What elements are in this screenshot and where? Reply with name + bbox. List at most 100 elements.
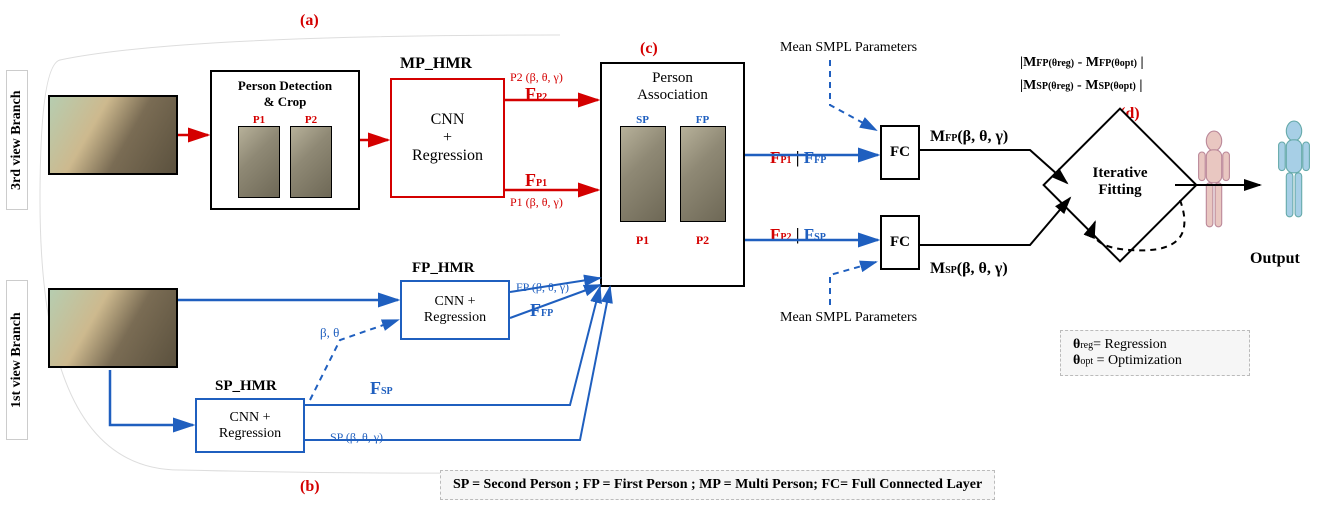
fp-hmr-l1: CNN +	[435, 294, 476, 310]
feat-fp1: FP1	[525, 170, 547, 191]
fp-hmr-title: FP_HMR	[412, 260, 474, 277]
assoc-thumb-sp	[620, 126, 666, 222]
concat2: FP2 | FSP	[770, 225, 826, 245]
first-view-image	[48, 288, 178, 368]
sp-hmr-l1: CNN +	[230, 410, 271, 426]
iterative-fitting-text: Iterative Fitting	[1050, 165, 1190, 199]
l2b: SP(θreg)	[1036, 81, 1073, 92]
tag-b: (b)	[300, 478, 320, 496]
c2b: F	[804, 225, 814, 244]
mesh-figure-pink	[1190, 130, 1238, 240]
detect-crop-thumb-p1	[238, 126, 280, 198]
detect-crop-title2: & Crop	[264, 94, 307, 110]
assoc-p1: P1	[620, 233, 666, 248]
mfp-m: M	[930, 128, 945, 145]
l2c: - M	[1074, 78, 1099, 93]
feat-fp1-main: F	[525, 170, 536, 190]
lt2b: opt	[1080, 356, 1093, 367]
msp-args: (β, θ, γ)	[957, 260, 1008, 277]
c1a: F	[770, 148, 780, 167]
tag-a: (a)	[300, 12, 319, 30]
fit-l2: Fitting	[1050, 182, 1190, 199]
c1b: F	[804, 148, 814, 167]
lt1c: = Regression	[1093, 337, 1167, 352]
param-bt: β, θ	[320, 325, 339, 341]
lt2c: = Optimization	[1093, 353, 1182, 368]
sp-hmr-l2: Regression	[219, 426, 281, 442]
mp-hmr-l2: +	[443, 129, 452, 147]
assoc-thumb-fp	[680, 126, 726, 222]
mp-hmr-l1: CNN	[431, 111, 465, 129]
mfp-label: MFP(β, θ, γ)	[930, 128, 1008, 146]
legend-main: SP = Second Person ; FP = First Person ;…	[440, 470, 995, 500]
fc-top: FC	[880, 125, 920, 180]
l1a: |M	[1020, 55, 1036, 70]
loss-line1: |MFP(θreg) - MFP(θopt) |	[1020, 55, 1144, 71]
c2as: P2	[780, 232, 791, 243]
msp-m: M	[930, 260, 945, 277]
fp-hmr-box: CNN + Regression	[400, 280, 510, 340]
c1bs: FP	[814, 155, 826, 166]
assoc-sp: SP	[620, 114, 666, 126]
tag-c: (c)	[640, 40, 658, 58]
feat-fsp: FSP	[370, 378, 393, 399]
fit-l1: Iterative	[1050, 165, 1190, 182]
assoc-title2: Association	[637, 87, 708, 104]
assoc-p2: P2	[680, 233, 726, 248]
param-fp: FP (β, θ, γ)	[516, 280, 569, 295]
c2sep: |	[792, 225, 804, 244]
param-p2: P2 (β, θ, γ)	[510, 70, 563, 85]
l1c: - M	[1074, 55, 1099, 70]
sp-hmr-box: CNN + Regression	[195, 398, 305, 453]
c1sep: |	[792, 148, 804, 167]
third-view-image	[48, 95, 178, 175]
msp-sub: SP	[945, 265, 957, 276]
output-label: Output	[1250, 250, 1300, 268]
detect-crop-title1: Person Detection	[238, 78, 332, 94]
param-sp: SP (β, θ, γ)	[330, 430, 383, 445]
l2e: |	[1136, 78, 1143, 93]
detect-crop-p2-label: P2	[290, 114, 332, 126]
sp-hmr-title: SP_HMR	[215, 378, 277, 395]
detect-crop-thumb-p2	[290, 126, 332, 198]
feat-fp1-sub: P1	[536, 178, 547, 189]
mean-smpl-bottom: Mean SMPL Parameters	[780, 310, 917, 326]
feat-fp2-main: F	[525, 84, 536, 104]
l2d: SP(θopt)	[1098, 81, 1135, 92]
l2a: |M	[1020, 78, 1036, 93]
fp-hmr-l2: Regression	[424, 310, 486, 326]
c1as: P1	[780, 155, 791, 166]
feat-ffp-main: F	[530, 300, 541, 320]
mp-hmr-box: CNN + Regression	[390, 78, 505, 198]
lt1b: reg	[1080, 340, 1093, 351]
feat-fsp-sub: SP	[381, 386, 393, 397]
feat-ffp-sub: FP	[541, 308, 553, 319]
detect-crop-box: Person Detection & Crop P1 P2	[210, 70, 360, 210]
detect-crop-p1-label: P1	[238, 114, 280, 126]
msp-label: MSP(β, θ, γ)	[930, 260, 1008, 278]
c2bs: SP	[814, 232, 826, 243]
assoc-title1: Person	[652, 70, 693, 87]
loss-line2: |MSP(θreg) - MSP(θopt) |	[1020, 78, 1142, 94]
mesh-figure-blue	[1270, 120, 1318, 230]
assoc-fp: FP	[680, 114, 726, 126]
first-view-branch-label: 1st view Branch	[6, 280, 28, 440]
mp-hmr-title: MP_HMR	[400, 55, 472, 73]
person-association-box: Person Association SP P1 FP P2	[600, 62, 745, 287]
feat-fsp-main: F	[370, 378, 381, 398]
feat-fp2-sub: P2	[536, 92, 547, 103]
l1d: FP(θopt)	[1099, 58, 1137, 69]
feat-ffp: FFP	[530, 300, 553, 321]
third-view-branch-label: 3rd view Branch	[6, 70, 28, 210]
mfp-sub: FP	[945, 133, 957, 144]
l1b: FP(θreg)	[1036, 58, 1074, 69]
fc-bottom: FC	[880, 215, 920, 270]
concat1: FP1 | FFP	[770, 148, 826, 168]
mean-smpl-top: Mean SMPL Parameters	[780, 40, 917, 56]
param-p1: P1 (β, θ, γ)	[510, 195, 563, 210]
l1e: |	[1137, 55, 1144, 70]
feat-fp2: FP2	[525, 84, 547, 105]
legend-theta: θreg= Regression θopt = Optimization	[1060, 330, 1250, 376]
mp-hmr-l3: Regression	[412, 147, 483, 165]
mfp-args: (β, θ, γ)	[957, 128, 1008, 145]
